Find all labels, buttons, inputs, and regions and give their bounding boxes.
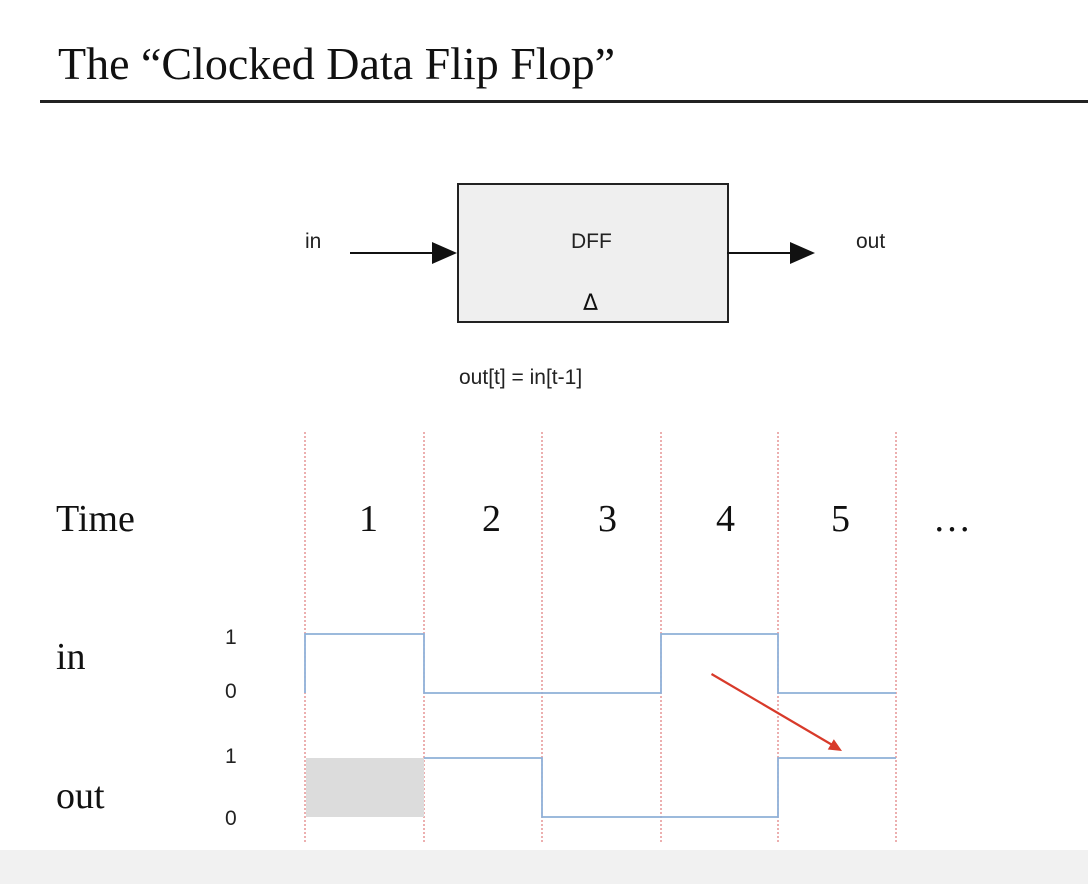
time-step-4: 4	[716, 498, 735, 540]
dff-output-arrow	[727, 242, 815, 264]
dff-input-label: in	[305, 230, 322, 253]
dff-output-label: out	[856, 230, 886, 253]
signal-in-level-high: 1	[225, 626, 237, 649]
time-step-1: 1	[359, 498, 378, 540]
time-ellipsis: …	[933, 498, 971, 540]
signal-in-waveform	[304, 633, 896, 694]
slide-title: The “Clocked Data Flip Flop”	[58, 38, 615, 89]
dff-equation: out[t] = in[t-1]	[459, 366, 583, 389]
dff-block-label: DFF	[571, 230, 612, 253]
time-step-5: 5	[831, 498, 850, 540]
time-step-3: 3	[598, 498, 617, 540]
signal-in-label: in	[56, 636, 86, 678]
signal-out-unknown-region	[306, 758, 424, 817]
clock-triangle-icon: Δ	[583, 291, 599, 316]
signal-out-label: out	[56, 775, 105, 817]
dff-block	[457, 183, 729, 323]
dependency-arrow	[710, 673, 842, 751]
dff-input-arrow	[350, 242, 457, 264]
signal-in-level-low: 0	[225, 680, 237, 703]
time-row-label: Time	[56, 498, 135, 540]
slide-bottom-bar	[0, 850, 1088, 884]
title-underline	[40, 100, 1088, 103]
signal-out-level-high: 1	[225, 745, 237, 768]
time-step-2: 2	[482, 498, 501, 540]
signal-out-level-low: 0	[225, 807, 237, 830]
signal-out-waveform	[424, 757, 896, 818]
